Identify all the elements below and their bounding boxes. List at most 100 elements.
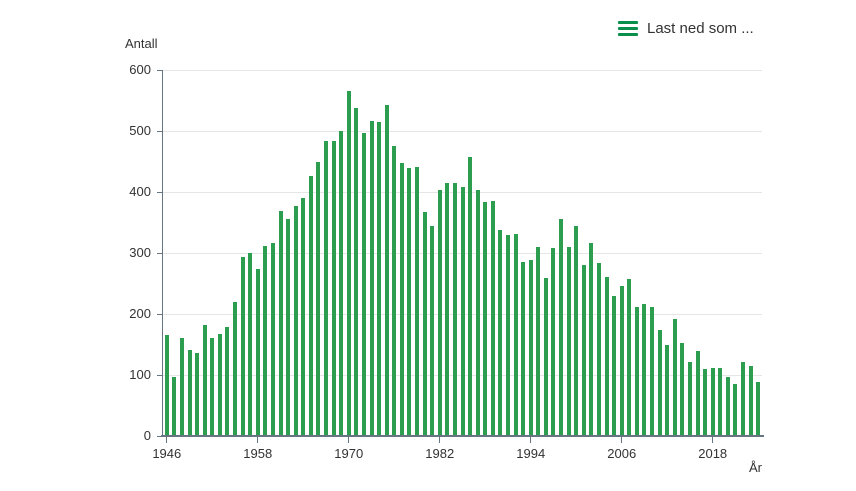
x-axis-tick xyxy=(530,437,532,443)
bar xyxy=(202,324,207,436)
bar xyxy=(308,176,313,436)
bar xyxy=(407,168,412,436)
export-menu-button[interactable]: Last ned som ... xyxy=(614,18,758,39)
bar xyxy=(361,133,366,436)
x-axis-label: 1946 xyxy=(152,446,182,461)
bar xyxy=(733,384,738,436)
download-menu-icon xyxy=(618,21,638,36)
bar xyxy=(475,190,480,436)
bar xyxy=(566,246,571,436)
bar xyxy=(217,334,222,436)
bar xyxy=(240,257,245,436)
y-axis-label: 300 xyxy=(129,245,151,260)
bar xyxy=(634,307,639,436)
bar xyxy=(278,210,283,436)
bar xyxy=(301,198,306,436)
bar xyxy=(331,140,336,436)
y-axis-tick xyxy=(157,252,163,254)
bar xyxy=(581,265,586,436)
bar xyxy=(270,242,275,436)
bar xyxy=(437,190,442,436)
bar xyxy=(650,306,655,436)
bar xyxy=(392,145,397,436)
bar xyxy=(445,183,450,436)
x-axis-tick xyxy=(348,437,350,443)
bar xyxy=(490,200,495,436)
bar xyxy=(536,246,541,436)
bar xyxy=(377,121,382,436)
x-axis-tick xyxy=(257,437,259,443)
y-axis-tick xyxy=(157,435,163,437)
bar xyxy=(574,225,579,436)
bar xyxy=(657,330,662,436)
bar xyxy=(316,161,321,436)
bar xyxy=(627,278,632,436)
y-axis-tick xyxy=(157,313,163,315)
bar xyxy=(695,351,700,436)
y-axis-label: 600 xyxy=(129,62,151,77)
y-axis-tick xyxy=(157,374,163,376)
menu-bar xyxy=(618,33,638,36)
y-axis-line xyxy=(161,70,163,436)
x-axis-label: 1982 xyxy=(425,446,455,461)
y-axis-tick xyxy=(157,130,163,132)
x-axis-line xyxy=(161,435,764,437)
bar xyxy=(672,319,677,436)
bar xyxy=(619,285,624,436)
y-axis-title: Antall xyxy=(125,36,158,51)
bar xyxy=(687,361,692,436)
bar xyxy=(354,107,359,436)
bar xyxy=(748,365,753,436)
bar xyxy=(543,278,548,436)
bar xyxy=(422,211,427,436)
bar xyxy=(187,349,192,436)
bar xyxy=(452,183,457,436)
bar xyxy=(513,234,518,436)
bar xyxy=(551,248,556,436)
bar xyxy=(339,131,344,436)
bar xyxy=(680,343,685,436)
bar xyxy=(210,338,215,436)
bar xyxy=(703,368,708,436)
bar xyxy=(559,219,564,436)
bar xyxy=(604,276,609,436)
gridline xyxy=(163,130,762,132)
bar xyxy=(460,187,465,436)
x-axis-label: 2018 xyxy=(698,446,728,461)
y-axis-label: 400 xyxy=(129,184,151,199)
x-axis-label: 2006 xyxy=(607,446,637,461)
bar xyxy=(164,335,169,436)
bar xyxy=(498,230,503,436)
menu-bar xyxy=(618,21,638,24)
x-axis-tick xyxy=(621,437,623,443)
bar xyxy=(505,235,510,436)
y-axis-tick xyxy=(157,191,163,193)
bar xyxy=(665,344,670,436)
bar xyxy=(642,303,647,436)
bar xyxy=(346,91,351,436)
bar xyxy=(225,327,230,436)
bar xyxy=(369,120,374,436)
bar xyxy=(528,260,533,436)
bar xyxy=(324,140,329,436)
bar xyxy=(710,367,715,436)
bar xyxy=(293,206,298,436)
export-menu-label: Last ned som ... xyxy=(647,20,754,37)
bar xyxy=(233,302,238,436)
gridline xyxy=(163,69,762,71)
bar xyxy=(725,376,730,436)
bar xyxy=(718,367,723,436)
bar xyxy=(612,295,617,436)
bar xyxy=(286,219,291,436)
bar xyxy=(483,202,488,436)
bar xyxy=(741,362,746,436)
y-axis-label: 0 xyxy=(143,428,151,443)
bar xyxy=(430,226,435,436)
bar xyxy=(248,253,253,436)
x-axis-title: År xyxy=(749,460,762,475)
bar xyxy=(384,104,389,436)
bar xyxy=(596,262,601,436)
bar xyxy=(521,261,526,436)
